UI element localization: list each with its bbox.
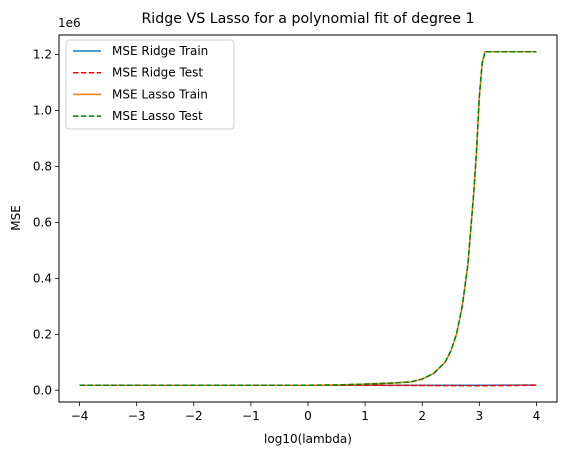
y-tick-label: 0.4 xyxy=(33,271,52,285)
x-tick-label: −1 xyxy=(242,409,260,423)
y-tick-label: 0.8 xyxy=(33,159,52,173)
legend-label-1: MSE Ridge Train xyxy=(112,44,208,58)
y-axis-offset-label: 1e6 xyxy=(58,16,81,30)
legend-label-2: MSE Ridge Test xyxy=(112,66,203,80)
y-tick-label: 0.2 xyxy=(33,327,52,341)
x-tick-label: 2 xyxy=(418,409,426,423)
x-tick-label: −2 xyxy=(185,409,203,423)
x-tick-label: 4 xyxy=(533,409,541,423)
x-tick-label: −4 xyxy=(71,409,89,423)
y-tick-label: 1.0 xyxy=(33,104,52,118)
y-tick-label: 0.0 xyxy=(33,383,52,397)
x-tick-label: 3 xyxy=(476,409,484,423)
legend: MSE Ridge Train MSE Ridge Test MSE Lasso T… xyxy=(65,39,235,130)
series-line-4 xyxy=(79,51,537,386)
legend-label-4: MSE Lasso Test xyxy=(112,109,203,123)
x-tick-label: 0 xyxy=(304,409,312,423)
y-axis-ticks: 0.0 0.2 0.4 0.6 0.8 1.0 1.2 xyxy=(33,48,59,397)
legend-box xyxy=(65,39,235,130)
chart-title: Ridge VS Lasso for a polynomial fit of d… xyxy=(141,11,474,27)
x-tick-label: −3 xyxy=(128,409,146,423)
y-tick-label: 0.6 xyxy=(33,215,52,229)
plot-lines xyxy=(79,51,537,387)
y-axis-label: MSE xyxy=(9,205,23,231)
y-tick-label: 1.2 xyxy=(33,48,52,62)
x-tick-label: 1 xyxy=(361,409,369,423)
x-axis-label: log10(lambda) xyxy=(264,432,352,446)
legend-label-3: MSE Lasso Train xyxy=(112,87,208,101)
x-axis-ticks: −4 −3 −2 −1 0 1 2 3 4 xyxy=(71,402,541,423)
